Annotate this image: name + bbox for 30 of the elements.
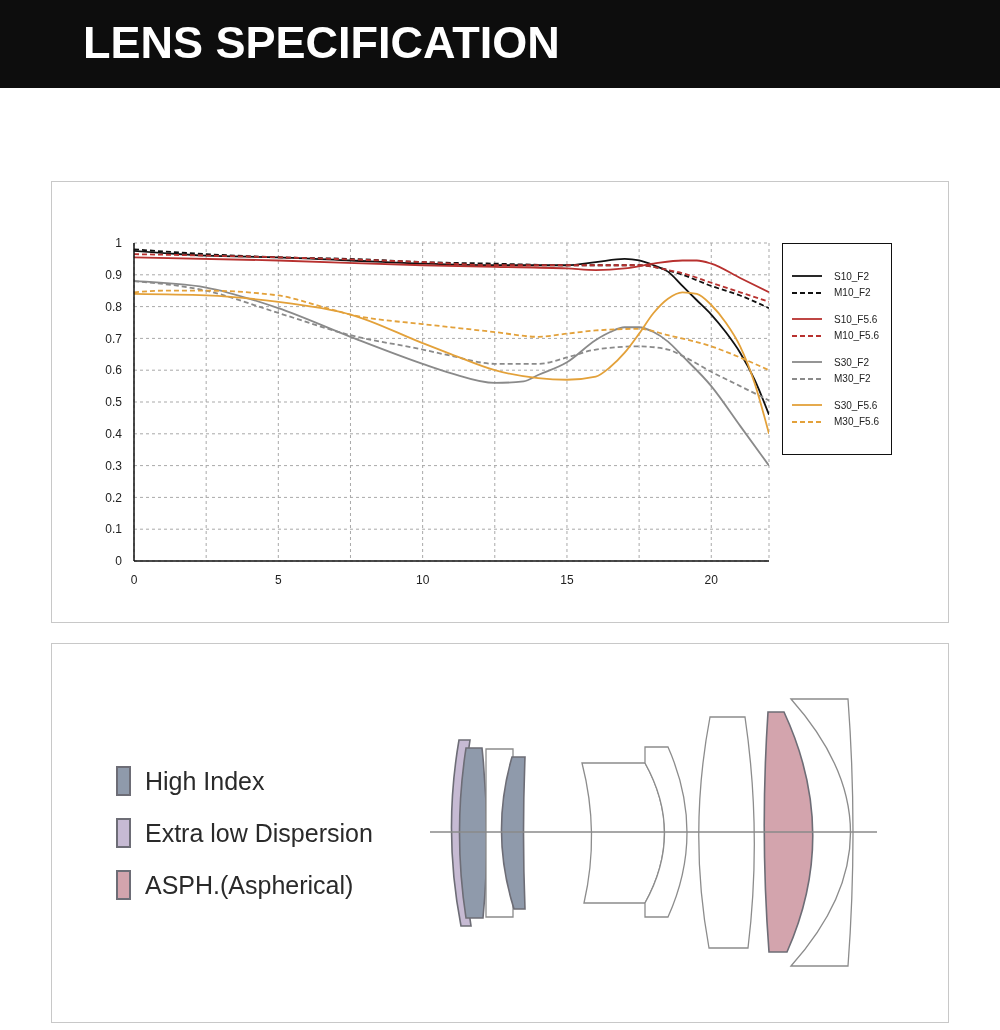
chart-title: LENS SPECIFICATION [83, 17, 560, 69]
header-bar: LENS SPECIFICATION [0, 0, 1000, 88]
x-tick-label: 5 [274, 572, 282, 587]
text: High Index [145, 766, 265, 796]
y-tick-label: 0.4 [105, 427, 123, 442]
legend-label: M10_F2 [834, 287, 871, 299]
text: ASPH.(Aspherical) [145, 870, 354, 900]
y-tick-label: 0.7 [105, 331, 123, 346]
y-tick-label: 0.5 [105, 395, 123, 410]
x-tick-label: 0 [130, 572, 138, 587]
line-series [134, 253, 769, 303]
y-tick-label: 0.6 [105, 363, 123, 378]
legend-label: S30_F5.6 [834, 399, 878, 411]
text: Extra low Dispersion [145, 818, 373, 848]
legend-label: S10_F2 [834, 270, 870, 282]
y-tick-label: 1 [115, 236, 123, 251]
y-tick-label: 0.1 [105, 522, 123, 537]
y-tick-label: 0.3 [105, 458, 123, 473]
legend-label: M30_F5.6 [834, 416, 880, 428]
y-tick-label: 0.9 [105, 268, 123, 283]
y-tick-label: 0 [115, 554, 123, 569]
y-tick-label: 0.8 [105, 299, 123, 314]
legend-label: M10_F5.6 [834, 330, 880, 342]
x-tick-label: 10 [415, 572, 430, 587]
x-tick-label: 20 [704, 572, 719, 587]
legend-label: S30_F2 [834, 356, 870, 368]
x-tick-label: 15 [560, 572, 574, 587]
legend-label: M30_F2 [834, 373, 871, 385]
legend-label: S10_F5.6 [834, 313, 878, 325]
y-tick-label: 0.2 [105, 490, 123, 505]
